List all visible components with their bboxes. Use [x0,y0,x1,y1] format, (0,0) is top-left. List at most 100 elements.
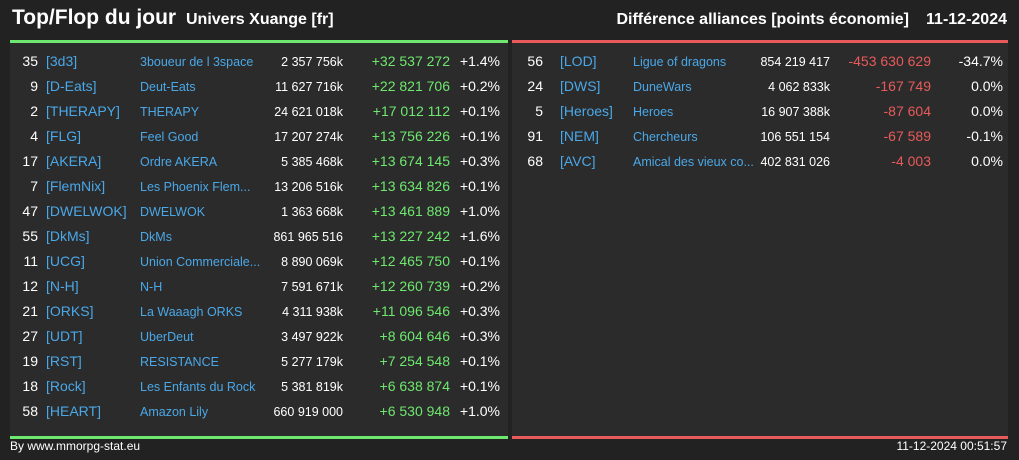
alliance-name-link[interactable]: Ordre AKERA [140,155,218,169]
top-alliance-row: 35 [3d3] 3boueur de l 3space 2 357 756k +32 … [10,49,508,74]
top-alliance-row: 19 [RST] RESISTANCE 5 277 179k +7 254 548 +0.… [10,349,508,374]
percent-change: +0.2% [459,78,500,94]
alliance-name-link[interactable]: Les Enfants du Rock [140,380,256,394]
points-difference: +12 260 739 [371,278,450,294]
alliance-name-link[interactable]: DkMs [140,230,172,244]
percent-change: -0.1% [966,128,1003,144]
alliance-tag-link[interactable]: [3d3] [46,53,78,69]
alliance-tag-link[interactable]: [AVC] [560,153,596,169]
alliance-tag-link[interactable]: [N-H] [46,278,79,294]
alliance-name-link[interactable]: UberDeut [140,330,194,344]
alliance-points: 3 497 922k [281,330,343,344]
alliance-tag-link[interactable]: [THERAPY] [46,103,120,119]
rank-number: 17 [22,153,38,169]
percent-change: +0.2% [459,278,500,294]
alliance-tag-link[interactable]: [Heroes] [560,103,613,119]
alliance-tag-link[interactable]: [ORKS] [46,303,94,319]
percent-change: +1.0% [459,403,500,419]
alliance-points: 8 890 069k [281,255,343,269]
points-difference: +7 254 548 [379,353,450,369]
top-alliance-row: 4 [FLG] Feel Good 17 207 274k +13 756 226 +0.… [10,124,508,149]
alliance-tag-link[interactable]: [D-Eats] [46,78,97,94]
rank-number: 2 [30,103,38,119]
alliance-tag-link[interactable]: [RST] [46,353,82,369]
alliance-name-link[interactable]: Deut-Eats [140,80,196,94]
alliance-name-link[interactable]: Ligue of dragons [633,55,727,69]
percent-change: +0.3% [459,153,500,169]
alliance-tag-link[interactable]: [AKERA] [46,153,102,169]
alliance-name-link[interactable]: Amical des vieux co... [633,155,754,169]
alliance-name-link[interactable]: THERAPY [140,105,200,119]
alliance-name-link[interactable]: Union Commerciale... [140,255,261,269]
alliance-name-link[interactable]: Les Phoenix Flem... [140,180,251,194]
top-alliance-row: 58 [HEART] Amazon Lily 660 919 000 +6 530 94… [10,399,508,424]
top-gainers-panel: 35 [3d3] 3boueur de l 3space 2 357 756k +32 … [10,40,508,439]
universe-subtitle: Univers Xuange [fr] [186,11,334,28]
alliance-tag-link[interactable]: [UCG] [46,253,85,269]
alliance-points: 7 591 671k [281,280,343,294]
rank-number: 56 [527,53,543,69]
percent-change: +1.6% [459,228,500,244]
alliance-points: 854 219 417 [760,55,830,69]
alliance-name-link[interactable]: DuneWars [633,80,692,94]
alliance-name-link[interactable]: Amazon Lily [140,405,209,419]
points-difference: +32 537 272 [371,53,450,69]
points-difference: +11 096 546 [372,303,450,319]
points-difference: +13 674 145 [371,153,450,169]
alliance-tag-link[interactable]: [DWS] [560,78,601,94]
alliance-tag-link[interactable]: [UDT] [46,328,83,344]
rank-number: 55 [22,228,38,244]
alliance-points: 16 907 388k [761,105,830,119]
alliance-tag-link[interactable]: [HEART] [46,403,101,419]
alliance-tag-link[interactable]: [DkMs] [46,228,90,244]
alliance-tag-link[interactable]: [FlemNix] [46,178,106,194]
points-difference: -453 630 629 [848,53,931,69]
percent-change: +0.1% [459,128,500,144]
alliance-points: 1 363 668k [281,205,343,219]
alliance-name-link[interactable]: 3boueur de l 3space [140,55,254,69]
points-difference: +8 604 646 [379,328,450,344]
alliance-points: 4 062 833k [768,80,830,94]
alliance-tag-link[interactable]: [FLG] [46,128,82,144]
top-alliance-row: 27 [UDT] UberDeut 3 497 922k +8 604 646 +0.3% [10,324,508,349]
footer-timestamp: 11-12-2024 00:51:57 [896,439,1007,453]
footer-credit-link[interactable]: By www.mmorpg-stat.eu [10,439,141,453]
alliance-tag-link[interactable]: [NEM] [560,128,599,144]
top-alliance-row: 7 [FlemNix] Les Phoenix Flem... 13 206 516k… [10,174,508,199]
alliance-name-link[interactable]: Heroes [633,105,674,119]
alliance-name-link[interactable]: DWELWOK [140,205,206,219]
alliance-tag-link[interactable]: [Rock] [46,378,86,394]
points-difference: +6 530 948 [379,403,450,419]
alliance-points: 2 357 756k [281,55,343,69]
alliance-points: 660 919 000 [273,405,343,419]
alliance-name-link[interactable]: La Waaagh ORKS [140,305,243,319]
rank-number: 91 [527,128,543,144]
alliance-name-link[interactable]: Chercheurs [633,130,698,144]
alliance-points: 24 621 018k [274,105,343,119]
points-difference: +17 012 112 [372,103,450,119]
top-alliance-row: 12 [N-H] N-H 7 591 671k +12 260 739 +0.2% [10,274,508,299]
percent-change: +0.1% [459,103,500,119]
rank-number: 4 [30,128,38,144]
alliance-tag-link[interactable]: [DWELWOK] [46,203,127,219]
alliance-points: 4 311 938k [282,305,343,319]
header: Top/Flop du jour Univers Xuange [fr] Dif… [0,0,1019,40]
percent-change: 0.0% [971,78,1003,94]
points-difference: +13 461 889 [371,203,450,219]
alliance-name-link[interactable]: RESISTANCE [140,355,219,369]
top-losers-panel: 56 [LOD] Ligue of dragons 854 219 417 -453 6… [512,40,1008,439]
alliance-name-link[interactable]: Feel Good [140,130,199,144]
alliance-points: 17 207 274k [274,130,343,144]
rank-number: 24 [527,78,543,94]
alliance-name-link[interactable]: N-H [140,280,163,294]
alliance-tag-link[interactable]: [LOD] [560,53,597,69]
rank-number: 35 [22,53,38,69]
flop-alliance-row: 5 [Heroes] Heroes 16 907 388k -87 604 0.0% [512,99,1008,124]
percent-change: +1.4% [459,53,500,69]
flop-alliance-row: 56 [LOD] Ligue of dragons 854 219 417 -453 6… [512,49,1008,74]
top-alliance-row: 11 [UCG] Union Commerciale... 8 890 069k +12… [10,249,508,274]
alliance-points: 5 385 468k [281,155,343,169]
alliance-points: 861 965 516 [273,230,343,244]
points-difference: +13 756 226 [371,128,450,144]
